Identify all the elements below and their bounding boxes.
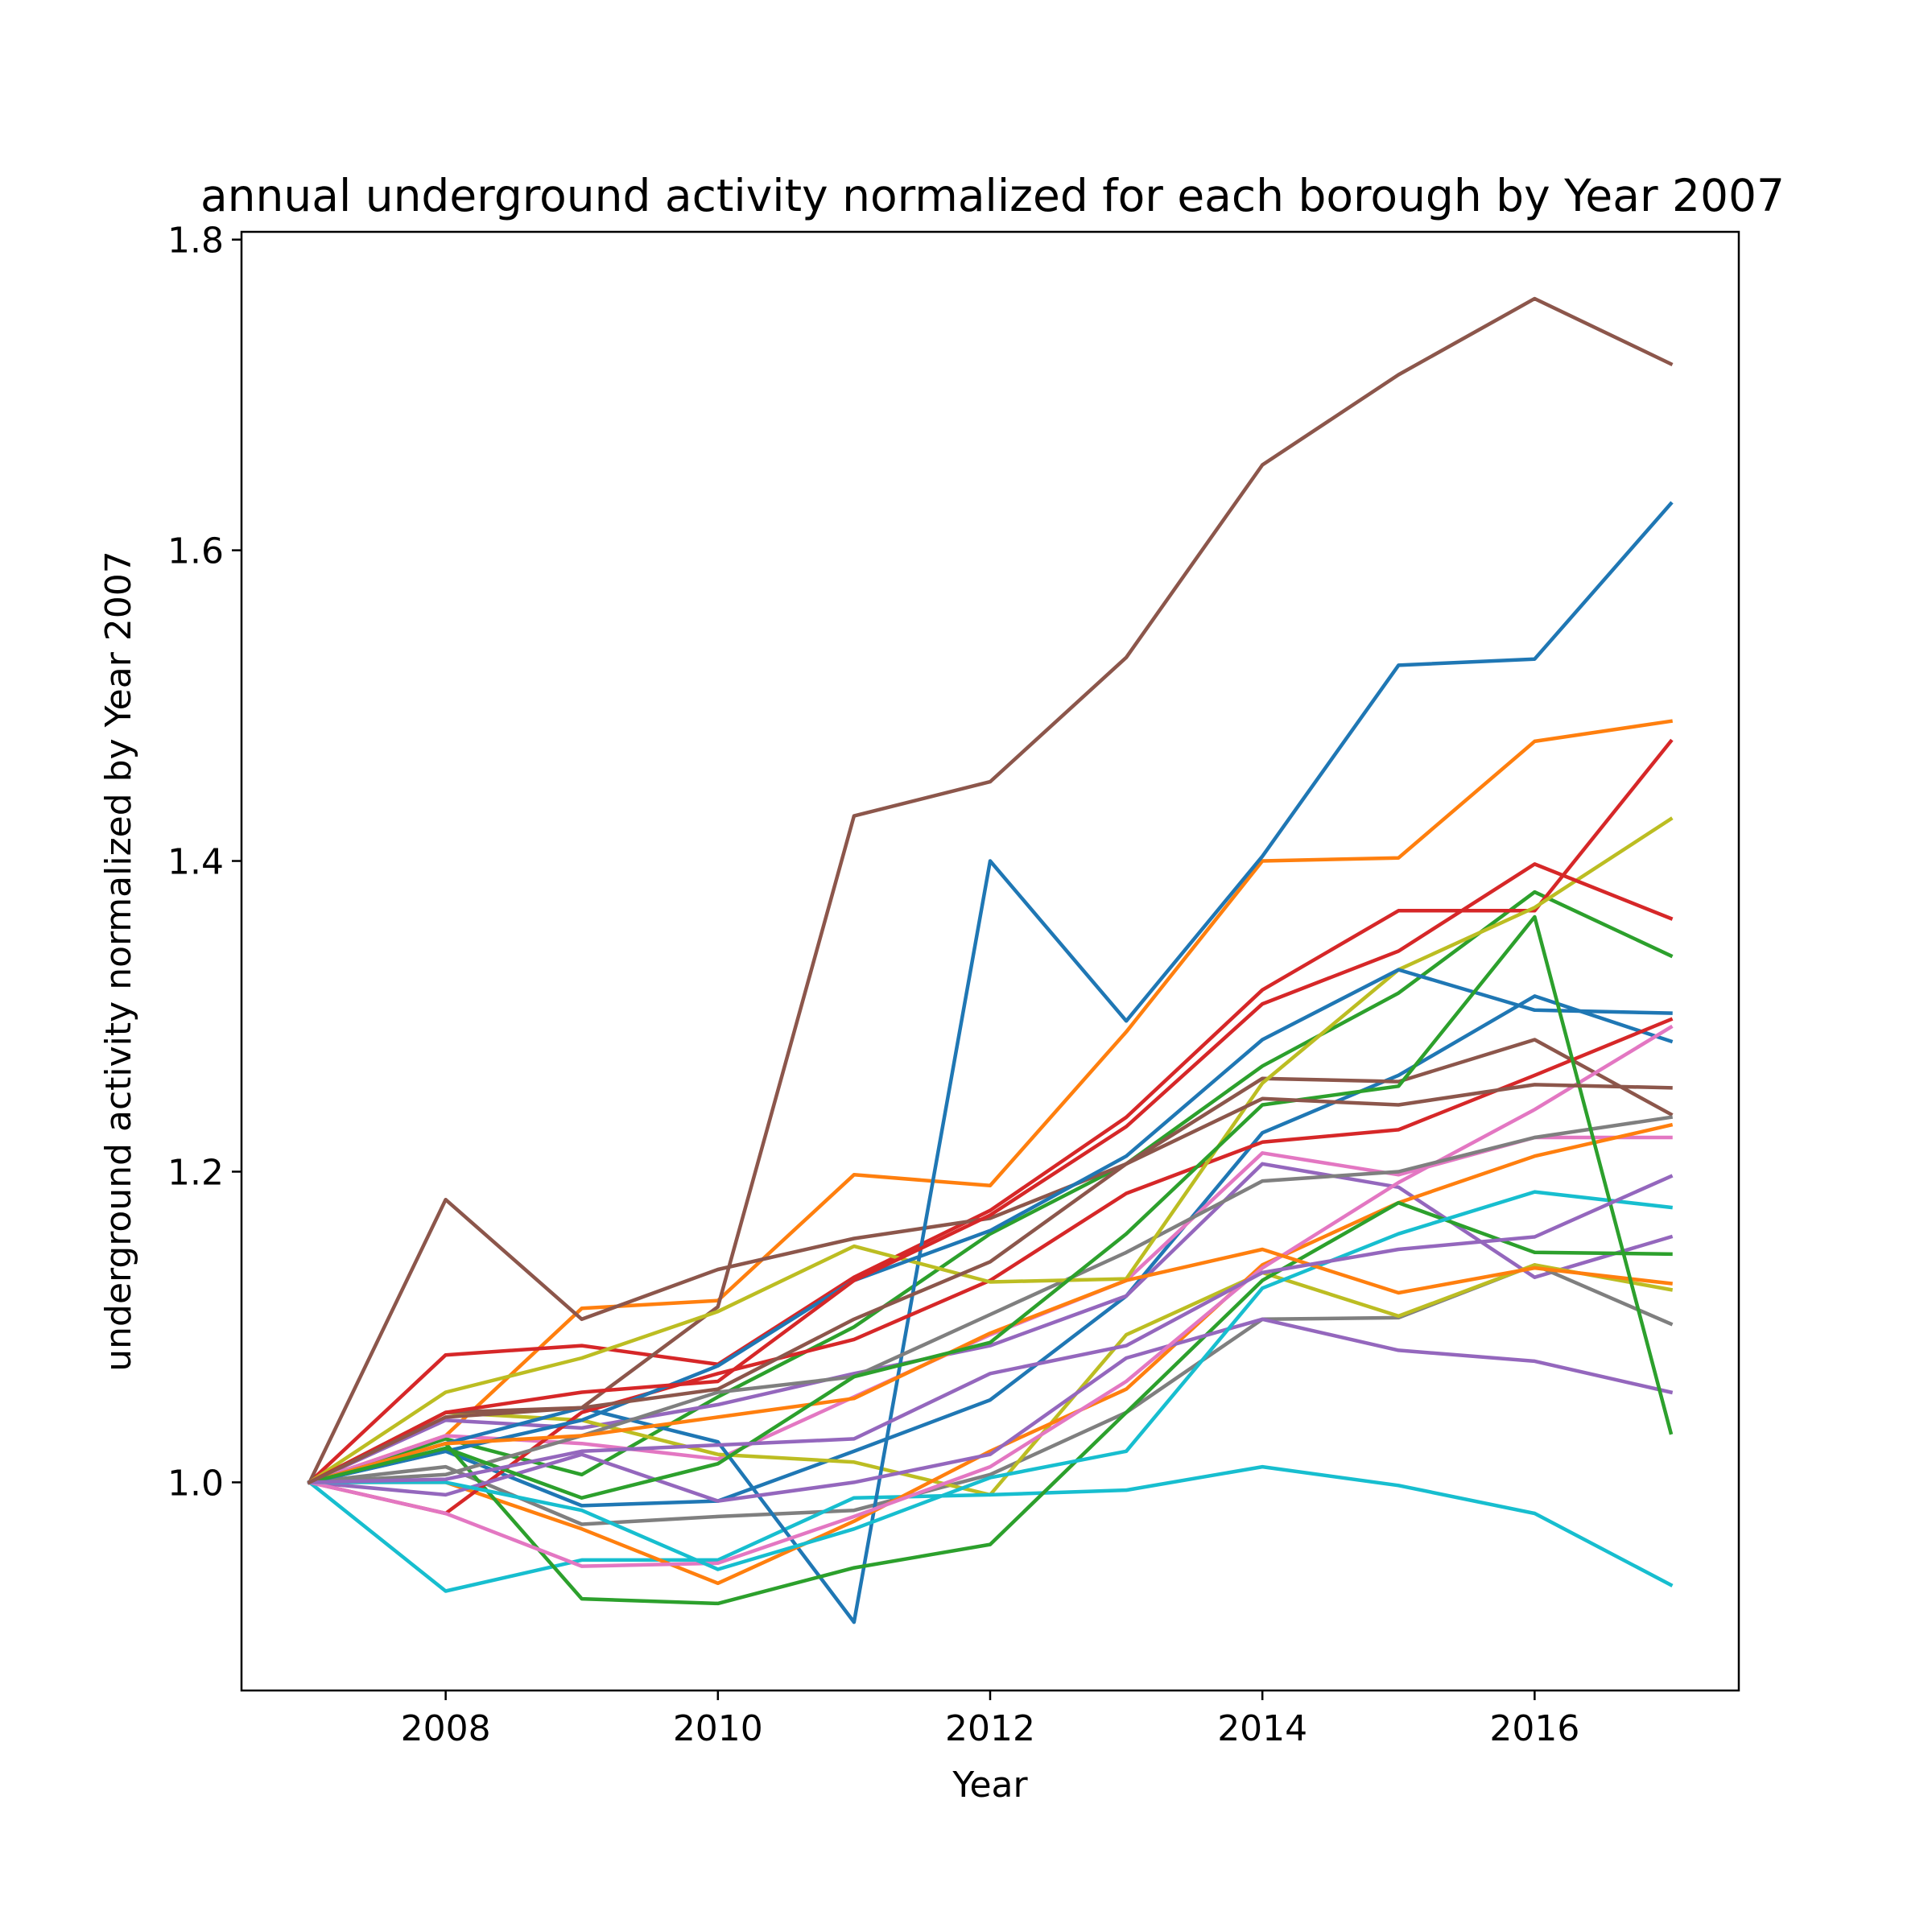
series-line-3 [307,890,1674,1485]
series-line-5 [307,1162,1674,1485]
series-line-7 [307,1135,1673,1485]
series-line-15 [308,1317,1674,1503]
series-line-10 [307,1464,1674,1593]
x-axis: 2008 2010 2012 2014 2016 [401,1690,1579,1749]
series-line-22 [307,1247,1673,1485]
plot-lines [307,296,1674,1624]
series-line-1 [307,994,1674,1508]
series-line-19 [307,816,1674,1485]
series-line-26 [307,1083,1673,1485]
x-axis-label: Year [952,1765,1028,1806]
series-line-21 [307,968,1673,1485]
y-axis: 1.0 1.2 1.4 1.6 1.8 [167,221,242,1504]
x-tick-label: 2016 [1489,1708,1579,1749]
series-line-9 [307,1263,1674,1497]
y-tick-label: 1.8 [167,221,224,262]
series-line-8 [308,1263,1674,1526]
x-tick-label: 2014 [1217,1708,1307,1749]
x-tick-label: 2012 [945,1708,1035,1749]
series-line-6 [307,1038,1674,1485]
y-tick-label: 1.0 [167,1463,224,1504]
series-line-2 [307,719,1674,1485]
y-tick-label: 1.6 [167,531,224,572]
series-line-24 [307,862,1674,1485]
series-line-4 [307,738,1674,1485]
series-line-23 [307,914,1674,1500]
plot-frame [240,230,1740,1692]
series-line-25 [308,1174,1674,1484]
x-tick-label: 2010 [673,1708,763,1749]
y-axis-label: underground activity normalized by Year … [98,551,139,1371]
x-tick-label: 2008 [401,1708,491,1749]
series-line-17 [307,1024,1674,1568]
y-tick-label: 1.2 [167,1152,224,1193]
series-line-12 [308,1122,1674,1586]
series-line-16 [307,296,1674,1485]
series-line-18 [308,1115,1674,1484]
chart-title: annual underground activity normalized f… [200,170,1785,221]
series-line-20 [308,1190,1673,1571]
series-line-11 [307,501,1674,1624]
y-tick-label: 1.4 [167,842,224,883]
